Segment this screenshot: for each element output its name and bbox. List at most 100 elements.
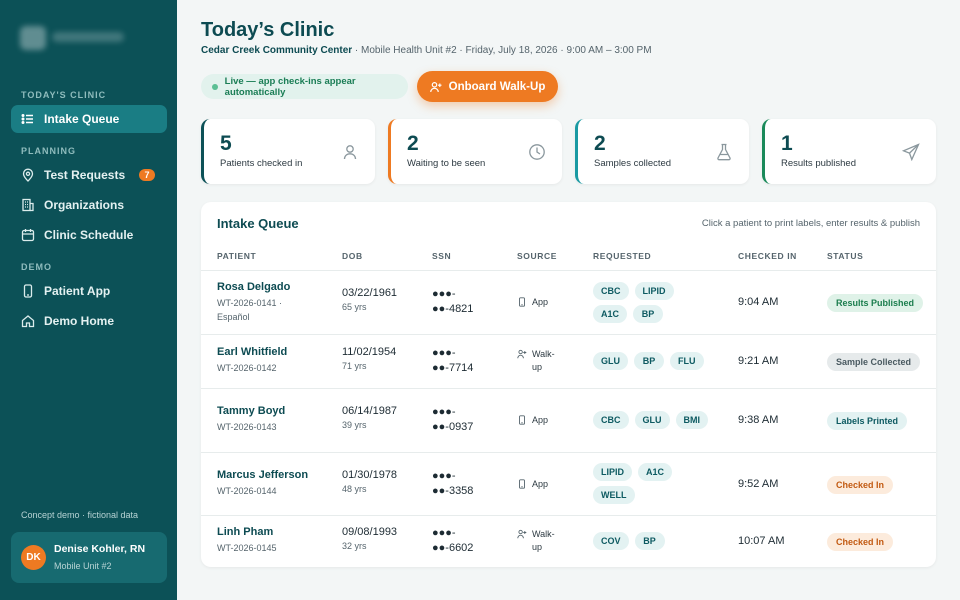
sidebar-item-label: Demo Home [44,314,115,328]
patient-dob: 01/30/1978 [342,468,398,481]
stat-value: 2 [407,132,419,155]
checked-in-time: 9:21 AM [738,355,779,367]
patient-dob: 06/14/1987 [342,405,398,417]
row-divider [201,334,936,335]
flask-icon [715,143,733,161]
test-requests-badge: 7 [139,169,155,181]
status-badge: Sample Collected [827,353,921,371]
person-icon [341,143,359,161]
table-row[interactable]: Rosa Delgado WT-2026-0141 · Español 03/22/… [201,270,936,334]
sidebar: TODAY'S CLINIC Intake Queue PLANNING Tes… [0,0,177,600]
test-chip: BP [633,304,664,323]
building-icon [21,198,35,212]
onboard-walk-up-button[interactable]: Onboard Walk-Up [417,71,558,102]
patient-age: 39 yrs [342,420,367,430]
checked-in-time: 9:52 AM [738,477,779,490]
stat-card: 5 Patients checked in [201,119,375,184]
row-divider [201,388,936,389]
sidebar-item-label: Test Requests [44,168,126,182]
test-chip: A1C [593,304,628,323]
sidebar-item-demo-home[interactable]: Demo Home [11,307,167,335]
column-header-source: SOURCE [517,251,557,261]
page-title: Today’s Clinic [201,19,335,41]
column-header-checked-in: CHECKED IN [738,251,797,261]
page-subtitle: Cedar Creek Community Center · Mobile He… [201,45,652,56]
table-row[interactable]: Earl Whitfield WT-2026-0142 11/02/1954 71 y… [201,334,936,388]
test-chip: LIPID [593,463,633,481]
row-divider [201,270,936,271]
stat-card: 1 Results published [762,119,936,184]
source-label: App [532,297,549,307]
test-chip: BP [634,352,664,370]
patient-id: WT-2026-0144 [217,485,277,496]
table-row[interactable]: Linh Pham WT-2026-0145 09/08/1993 32 yrs ●●●… [201,515,936,567]
status-badge: Checked In [827,533,894,551]
nav-section-today: TODAY'S CLINIC [21,90,107,100]
patient-age: 32 yrs [342,541,367,551]
sidebar-item-intake-queue[interactable]: Intake Queue [11,105,167,133]
patient-dob: 03/22/1961 [342,287,398,299]
sidebar-item-label: Patient App [44,284,111,298]
walk-up-icon [517,528,532,539]
patient-name: Linh Pham [217,526,274,538]
patient-id: WT-2026-0142 [217,363,277,373]
test-chip: LIPID [634,281,674,300]
stat-card: 2 Samples collected [575,119,749,184]
table-row[interactable]: Tammy Boyd WT-2026-0143 06/14/1987 39 yrs ●●… [201,388,936,452]
ssn-mask: ●●●- [432,406,456,418]
patient-name: Rosa Delgado [217,281,291,293]
queue-hint: Click a patient to print labels, enter r… [701,218,920,229]
source-label: Walk-up [532,529,555,552]
clinic-details: · Mobile Health Unit #2 · Friday, July 1… [352,45,652,56]
column-header-dob: DOB [342,251,363,261]
ssn-last-four: ●●-6602 [432,542,474,554]
intake-queue-card: Intake Queue Click a patient to print la… [201,202,936,567]
calendar-icon [21,228,35,242]
status-badge: Checked In [827,475,894,494]
row-divider [201,515,936,516]
nav-section-planning: PLANNING [21,146,76,156]
phone-icon [21,284,35,298]
onboard-walk-up-label: Onboard Walk-Up [448,80,546,93]
column-header-requested: REQUESTED [593,251,652,261]
ssn-last-four: ●●-4821 [432,303,474,315]
user-role: Mobile Unit #2 [54,561,112,571]
source-label: Walk-up [532,349,555,372]
queue-title: Intake Queue [217,216,299,231]
ssn-last-four: ●●-7714 [432,362,474,374]
sidebar-item-test-requests[interactable]: Test Requests 7 [11,161,167,189]
sidebar-item-label: Clinic Schedule [44,228,134,242]
source-label: App [532,478,549,489]
sidebar-item-patient-app[interactable]: Patient App [11,277,167,305]
brand-logo[interactable] [20,24,130,52]
sidebar-item-organizations[interactable]: Organizations [11,191,167,219]
checked-in-time: 10:07 AM [738,535,785,547]
user-card[interactable]: DK Denise Kohler, RN Mobile Unit #2 [11,532,167,583]
source-label: App [532,415,549,425]
sidebar-item-clinic-schedule[interactable]: Clinic Schedule [11,221,167,249]
test-chip: BMI [675,411,708,429]
ssn-mask: ●●●- [432,527,456,539]
test-chip: GLU [634,411,670,429]
stat-label: Patients checked in [220,158,303,169]
nav-section-demo: DEMO [21,262,52,272]
test-chip: CBC [593,411,629,429]
phone-icon [517,478,532,489]
column-header-status: STATUS [827,251,864,261]
clinic-location: Cedar Creek Community Center [201,45,353,56]
brand-mark-icon [20,26,46,50]
patient-id: WT-2026-0145 [217,543,277,553]
status-badge: Labels Printed [827,412,908,430]
test-chip: COV [593,532,629,550]
checked-in-time: 9:38 AM [738,414,779,426]
stat-card: 2 Waiting to be seen [388,119,562,184]
ssn-mask: ●●●- [432,469,456,482]
brand-wordmark [52,32,124,42]
column-header-ssn: SSN [432,251,452,261]
table-row[interactable]: Marcus Jefferson WT-2026-0144 01/30/1978 48… [201,452,936,515]
stat-value: 2 [594,132,606,155]
test-chip: BP [634,532,665,550]
test-chip: WELL [593,486,635,504]
test-chip: CBC [593,281,629,300]
test-chip: FLU [670,352,704,370]
